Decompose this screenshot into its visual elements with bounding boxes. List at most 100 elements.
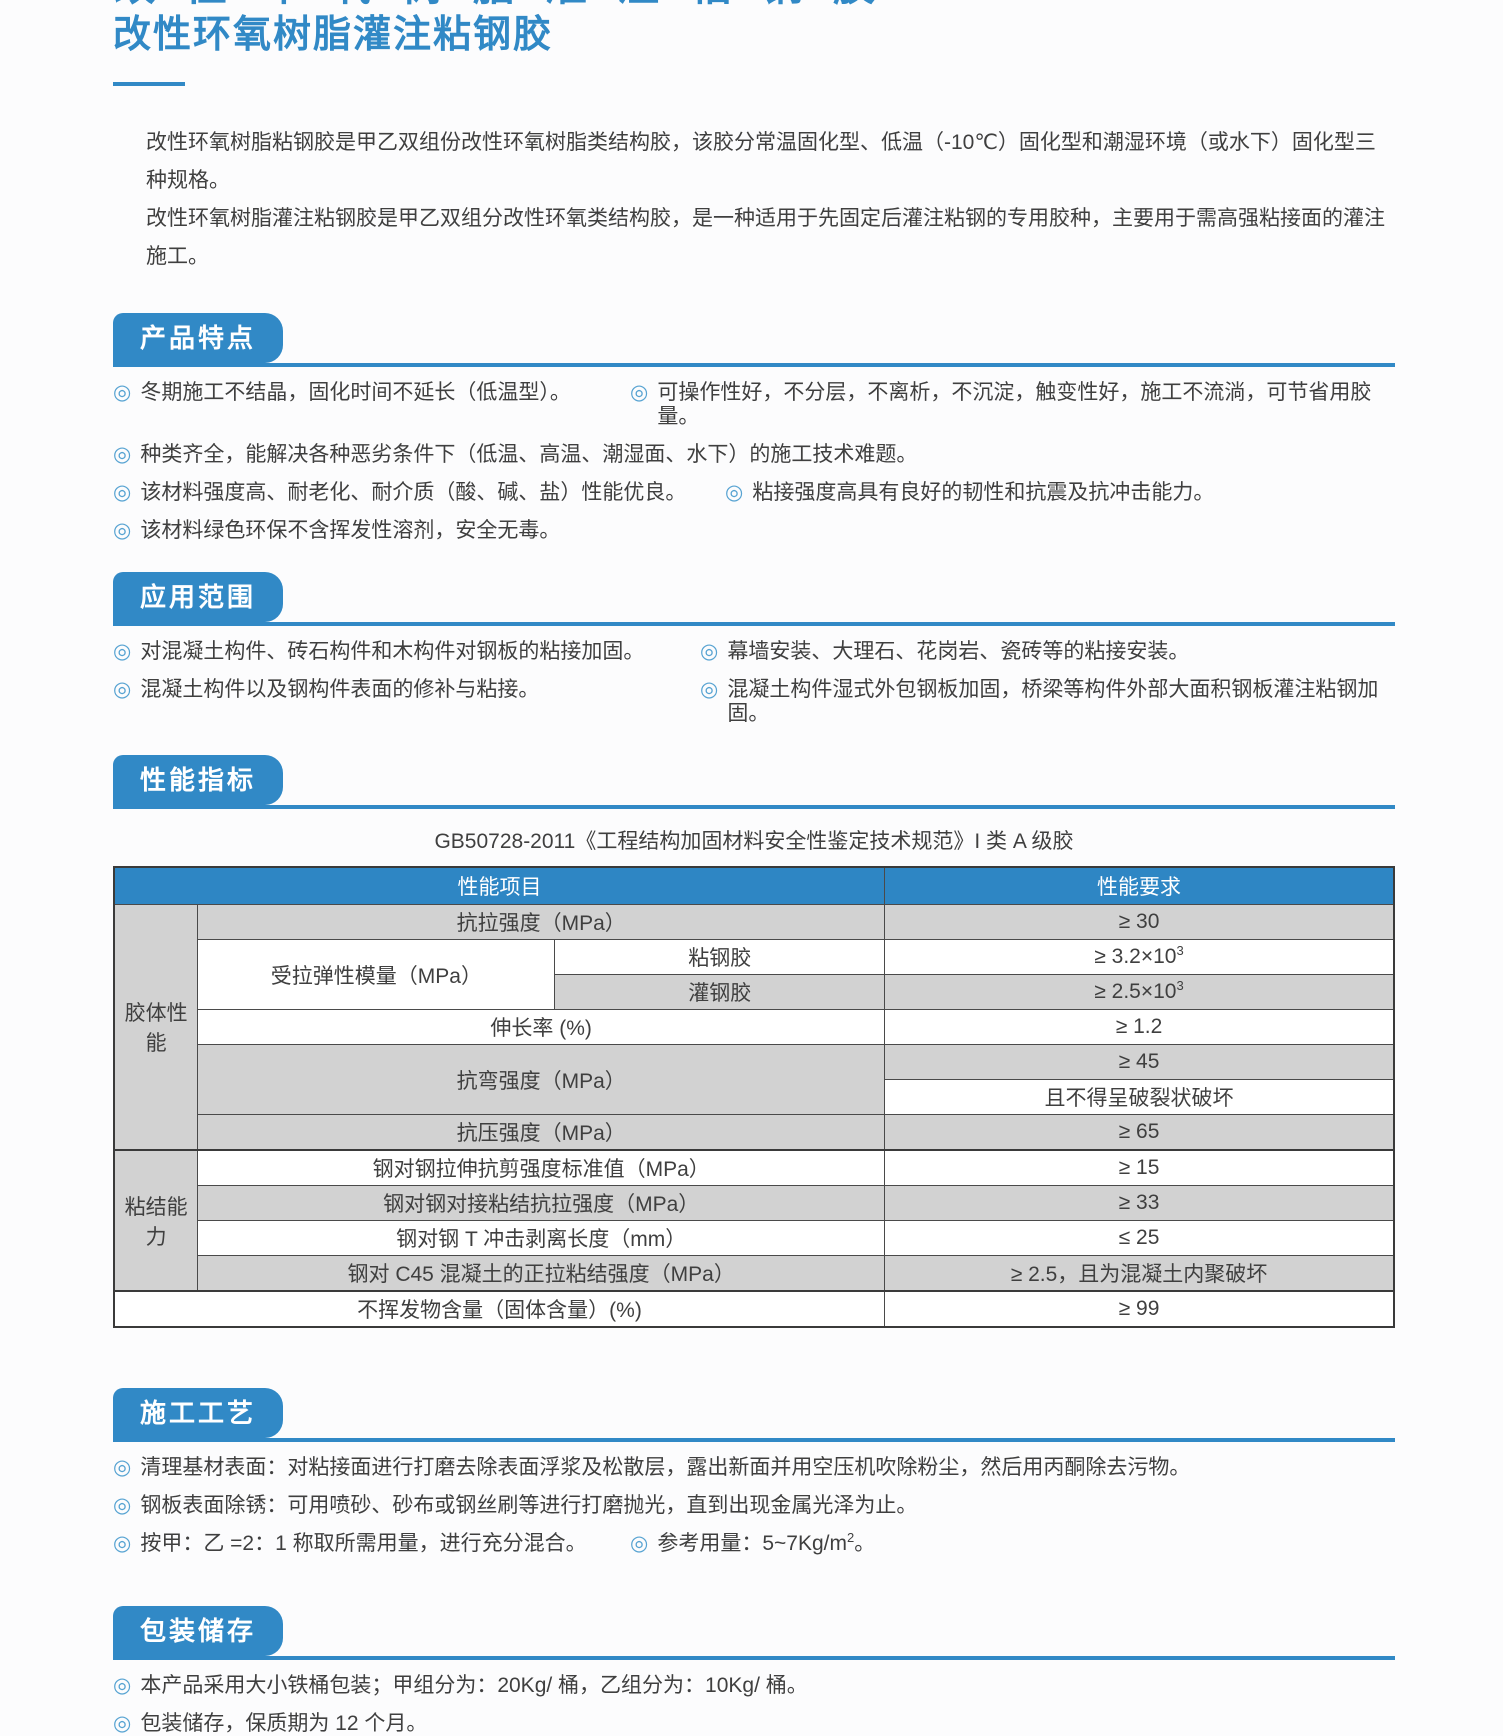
feature-text: 可操作性好，不分层，不离析，不沉淀，触变性好，施工不流淌，可节省用胶量。	[657, 381, 1372, 428]
list-item: ◎ 包装储存，保质期为 12 个月。	[113, 1712, 1395, 1736]
feature-text: 该材料绿色环保不含挥发性溶剂，安全无毒。	[140, 519, 561, 542]
column-header-requirement: 性能要求	[884, 866, 1395, 905]
list-item: ◎ 按甲：乙 =2：1 称取所需用量，进行充分混合。 ◎ 参考用量：5~7Kg/…	[113, 1530, 1395, 1556]
cell-tensile-label: 抗拉强度（MPa）	[197, 904, 886, 940]
table-row: 抗压强度（MPa） ≥ 65	[114, 1114, 1395, 1151]
bullet-icon: ◎	[113, 1494, 132, 1517]
cell-bending-value-2: 且不得呈破裂状破坏	[884, 1079, 1395, 1115]
features-list: ◎ 冬期施工不结晶，固化时间不延长（低温型）。 ◎ 可操作性好，不分层，不离析，…	[113, 381, 1395, 543]
value-base: 参考用量：5~7Kg/m	[657, 1532, 847, 1555]
process-text: 清理基材表面：对粘接面进行打磨去除表面浮浆及松散层，露出新面并用空压机吹除粉尘，…	[140, 1456, 1191, 1479]
cell-c45-value: ≥ 2.5，且为混凝土内聚破坏	[884, 1255, 1395, 1292]
cell-modulus-steel-label: 粘钢胶	[554, 939, 886, 975]
bullet-icon: ◎	[113, 381, 132, 404]
intro-paragraph: 改性环氧树脂粘钢胶是甲乙双组份改性环氧树脂类结构胶，该胶分常温固化型、低温（-1…	[113, 124, 1395, 276]
list-item: ◎ 冬期施工不结晶，固化时间不延长（低温型）。 ◎ 可操作性好，不分层，不离析，…	[113, 381, 1395, 429]
bullet-icon: ◎	[113, 1456, 132, 1479]
application-text: 混凝土构件湿式外包钢板加固，桥梁等构件外部大面积钢板灌注粘钢加固。	[727, 678, 1379, 725]
table-row: 钢对钢 T 冲击剥离长度（mm） ≤ 25	[114, 1220, 1395, 1256]
value-base: ≥ 2.5×10	[1094, 980, 1177, 1003]
cell-modulus-steel-value: ≥ 3.2×103	[884, 939, 1395, 975]
cell-tensile-value: ≥ 30	[884, 904, 1395, 940]
bullet-icon: ◎	[113, 443, 132, 466]
process-text: 按甲：乙 =2：1 称取所需用量，进行充分混合。	[140, 1532, 587, 1555]
cropped-text: 改性环氧树脂灌注粘钢胶	[113, 0, 1395, 7]
bullet-icon: ◎	[113, 481, 132, 504]
process-text: 参考用量：5~7Kg/m2。	[657, 1530, 876, 1556]
cell-tpeel-label: 钢对钢 T 冲击剥离长度（mm）	[197, 1220, 886, 1256]
packaging-heading-badge: 包装储存	[113, 1606, 284, 1656]
list-item: ◎ 该材料强度高、耐老化、耐介质（酸、碱、盐）性能优良。 ◎ 粘接强度高具有良好…	[113, 481, 1395, 505]
list-item: ◎ 混凝土构件以及钢构件表面的修补与粘接。 ◎ 混凝土构件湿式外包钢板加固，桥梁…	[113, 678, 1395, 726]
table-row: 钢对钢对接粘结抗拉强度（MPa） ≥ 33	[114, 1185, 1395, 1221]
packaging-text: 包装储存，保质期为 12 个月。	[140, 1712, 428, 1735]
cell-butt-value: ≥ 33	[884, 1185, 1395, 1221]
section-header-process: 施工工艺	[113, 1388, 1395, 1442]
section-header-packaging: 包装储存	[113, 1606, 1395, 1660]
cell-compressive-label: 抗压强度（MPa）	[197, 1114, 886, 1151]
cell-c45-label: 钢对 C45 混凝土的正拉粘结强度（MPa）	[197, 1255, 886, 1292]
bullet-icon: ◎	[725, 481, 744, 504]
value-base: 。	[854, 1532, 876, 1555]
list-item: ◎ 种类齐全，能解决各种恶劣条件下（低温、高温、潮湿面、水下）的施工技术难题。	[113, 443, 1395, 467]
bullet-icon: ◎	[630, 381, 649, 404]
table-row: 钢对 C45 混凝土的正拉粘结强度（MPa） ≥ 2.5，且为混凝土内聚破坏	[114, 1255, 1395, 1292]
value-base: ≥ 3.2×10	[1094, 945, 1177, 968]
value-superscript: 2	[846, 1530, 855, 1545]
bullet-icon: ◎	[700, 678, 719, 701]
packaging-list: ◎ 本产品采用大小铁桶包装；甲组分为：20Kg/ 桶，乙组分为：10Kg/ 桶。…	[113, 1674, 1395, 1736]
list-item: ◎ 清理基材表面：对粘接面进行打磨去除表面浮浆及松散层，露出新面并用空压机吹除粉…	[113, 1456, 1395, 1480]
process-heading-badge: 施工工艺	[113, 1388, 284, 1438]
table-row: 粘结能力 钢对钢拉伸抗剪强度标准值（MPa） ≥ 15	[113, 1149, 1395, 1292]
cell-modulus-pour-label: 灌钢胶	[554, 974, 886, 1010]
bullet-icon: ◎	[700, 640, 719, 663]
feature-text: 冬期施工不结晶，固化时间不延长（低温型）。	[140, 381, 571, 404]
table-row: 且不得呈破裂状破坏	[114, 1079, 1395, 1115]
application-text: 幕墙安装、大理石、花岗岩、瓷砖等的粘接安装。	[727, 640, 1190, 663]
feature-text: 该材料强度高、耐老化、耐介质（酸、碱、盐）性能优良。	[140, 481, 687, 504]
performance-heading-badge: 性能指标	[113, 755, 284, 805]
table-row: 抗弯强度（MPa） ≥ 45	[114, 1044, 1395, 1115]
feature-text: 种类齐全，能解决各种恶劣条件下（低温、高温、潮湿面、水下）的施工技术难题。	[140, 443, 918, 466]
column-header-item: 性能项目	[113, 866, 886, 905]
cell-elongation-value: ≥ 1.2	[884, 1009, 1395, 1045]
table-row: 受拉弹性模量（MPa） 粘钢胶 ≥ 3.2×103	[114, 939, 1395, 1010]
section-header-applications: 应用范围	[113, 572, 1395, 626]
section-header-performance: 性能指标	[113, 755, 1395, 809]
list-item: ◎ 本产品采用大小铁桶包装；甲组分为：20Kg/ 桶，乙组分为：10Kg/ 桶。	[113, 1674, 1395, 1698]
performance-table: 性能项目 性能要求 胶体性能 抗拉强度（MPa） ≥ 30 受拉弹性模量（MPa…	[113, 866, 1395, 1328]
page-title: 改性环氧树脂灌注粘钢胶	[113, 14, 554, 56]
cell-compressive-value: ≥ 65	[884, 1114, 1395, 1151]
cell-shear-label: 钢对钢拉伸抗剪强度标准值（MPa）	[197, 1149, 886, 1186]
list-item: ◎ 钢板表面除锈：可用喷砂、砂布或钢丝刷等进行打磨抛光，直到出现金属光泽为止。	[113, 1494, 1395, 1518]
bullet-icon: ◎	[113, 1674, 132, 1697]
cell-modulus-label: 受拉弹性模量（MPa）	[197, 939, 556, 1010]
applications-heading-badge: 应用范围	[113, 572, 284, 622]
bullet-icon: ◎	[630, 1532, 649, 1555]
features-heading-badge: 产品特点	[113, 313, 284, 363]
table-row: 不挥发物含量（固体含量）(%) ≥ 99	[113, 1290, 1395, 1328]
table-row: 胶体性能 抗拉强度（MPa） ≥ 30	[113, 904, 1395, 1151]
cell-bending-value-1: ≥ 45	[884, 1044, 1395, 1080]
group-cell-bond: 粘结能力	[113, 1149, 199, 1292]
group-cell-glue: 胶体性能	[113, 904, 199, 1151]
cell-nonvolatile-value: ≥ 99	[884, 1290, 1395, 1328]
cell-modulus-pour-value: ≥ 2.5×103	[884, 974, 1395, 1010]
cell-bending-label: 抗弯强度（MPa）	[197, 1044, 886, 1115]
cropped-previous-line-fragment: 改性环氧树脂灌注粘钢胶	[113, 0, 1395, 9]
list-item: ◎ 该材料绿色环保不含挥发性溶剂，安全无毒。	[113, 519, 1395, 543]
bullet-icon: ◎	[113, 640, 132, 663]
process-list: ◎ 清理基材表面：对粘接面进行打磨去除表面浮浆及松散层，露出新面并用空压机吹除粉…	[113, 1456, 1395, 1556]
table-caption: GB50728-2011《工程结构加固材料安全性鉴定技术规范》I 类 A 级胶	[434, 830, 1074, 853]
value-superscript: 3	[1176, 978, 1184, 993]
cell-butt-label: 钢对钢对接粘结抗拉强度（MPa）	[197, 1185, 886, 1221]
intro-line-2: 改性环氧树脂灌注粘钢胶是甲乙双组分改性环氧类结构胶，是一种适用于先固定后灌注粘钢…	[146, 207, 1385, 268]
value-superscript: 3	[1176, 943, 1184, 958]
table-header-row: 性能项目 性能要求	[113, 866, 1395, 905]
application-text: 对混凝土构件、砖石构件和木构件对钢板的粘接加固。	[140, 640, 645, 663]
section-header-features: 产品特点	[113, 313, 1395, 367]
packaging-text: 本产品采用大小铁桶包装；甲组分为：20Kg/ 桶，乙组分为：10Kg/ 桶。	[140, 1674, 808, 1697]
table-row: 伸长率 (%) ≥ 1.2	[114, 1009, 1395, 1045]
table-row: 灌钢胶 ≥ 2.5×103	[114, 974, 1395, 1010]
bullet-icon: ◎	[113, 1532, 132, 1555]
